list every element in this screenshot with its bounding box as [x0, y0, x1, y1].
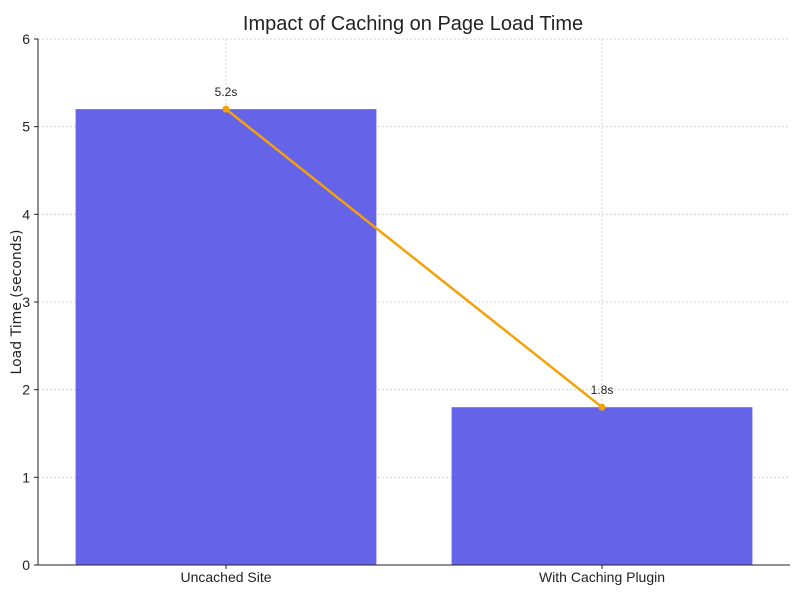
chart-title: Impact of Caching on Page Load Time — [243, 13, 583, 35]
y-tick-label: 0 — [22, 557, 30, 573]
bar-with-caching-plugin — [451, 407, 753, 565]
trend-line — [225, 108, 603, 409]
y-tick-label: 2 — [22, 382, 30, 398]
x-tick-label: With Caching Plugin — [539, 569, 665, 585]
x-tick-label: Uncached Site — [180, 569, 271, 585]
y-tick-label: 5 — [22, 119, 30, 135]
y-tick-label: 1 — [22, 469, 30, 485]
y-axis-label: Load Time (seconds) — [9, 230, 25, 375]
bar-uncached-site — [75, 109, 377, 565]
trend-point — [222, 105, 230, 113]
y-tick-label: 4 — [22, 206, 30, 222]
data-label: 5.2s — [215, 85, 238, 99]
data-label: 1.8s — [591, 383, 614, 397]
trend-point — [598, 403, 606, 411]
axis-layer — [34, 38, 790, 569]
y-tick-label: 3 — [22, 294, 30, 310]
line-layer — [222, 105, 606, 411]
y-tick-label: 6 — [22, 31, 30, 47]
label-layer: 0 1 2 3 4 5 6 5.2s 1.8s Uncached Site With Caching… — [22, 31, 665, 585]
bar-layer — [75, 109, 753, 565]
